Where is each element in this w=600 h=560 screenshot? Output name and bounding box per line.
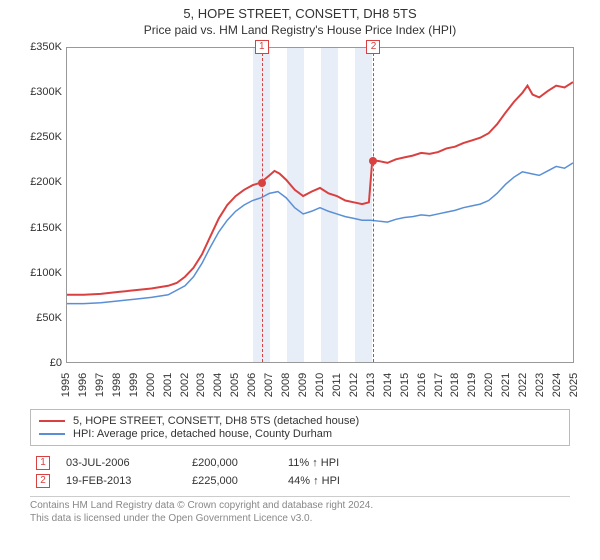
y-axis-label: £200K bbox=[20, 176, 62, 188]
y-axis-label: £250K bbox=[20, 131, 62, 143]
transaction-dot bbox=[369, 157, 377, 165]
y-axis-label: £0 bbox=[20, 357, 62, 369]
x-axis-label: 2017 bbox=[433, 373, 445, 397]
x-axis-label: 2003 bbox=[195, 373, 207, 397]
chart-title: 5, HOPE STREET, CONSETT, DH8 5TS bbox=[10, 6, 590, 21]
tx-row-marker: 1 bbox=[36, 456, 50, 470]
tx-row-hpi: 11% ↑ HPI bbox=[288, 457, 378, 469]
x-axis-label: 2000 bbox=[145, 373, 157, 397]
x-axis-label: 2008 bbox=[280, 373, 292, 397]
transaction-vline bbox=[373, 48, 374, 362]
tx-row-date: 03-JUL-2006 bbox=[66, 457, 176, 469]
x-axis-label: 1997 bbox=[94, 373, 106, 397]
transaction-marker: 1 bbox=[255, 40, 269, 54]
tx-row-price: £200,000 bbox=[192, 457, 272, 469]
series-line bbox=[67, 163, 573, 304]
transaction-table: 1 03-JUL-2006 £200,000 11% ↑ HPI 2 19-FEB-201… bbox=[30, 450, 570, 497]
x-axis-label: 2024 bbox=[551, 373, 563, 397]
x-axis-label: 2014 bbox=[382, 373, 394, 397]
y-axis-label: £100K bbox=[20, 267, 62, 279]
x-axis-label: 2010 bbox=[314, 373, 326, 397]
x-axis-label: 2016 bbox=[416, 373, 428, 397]
y-axis-label: £350K bbox=[20, 41, 62, 53]
x-axis-label: 2009 bbox=[297, 373, 309, 397]
legend-label: 5, HOPE STREET, CONSETT, DH8 5TS (detach… bbox=[73, 415, 359, 427]
x-axis-label: 2004 bbox=[212, 373, 224, 397]
tx-row-marker: 2 bbox=[36, 474, 50, 488]
plot-area: 12 bbox=[66, 47, 574, 363]
y-axis-label: £150K bbox=[20, 222, 62, 234]
tx-row-price: £225,000 bbox=[192, 475, 272, 487]
legend: 5, HOPE STREET, CONSETT, DH8 5TS (detach… bbox=[30, 409, 570, 446]
x-axis-label: 2006 bbox=[246, 373, 258, 397]
x-axis-label: 2011 bbox=[331, 373, 343, 397]
footer: Contains HM Land Registry data © Crown c… bbox=[30, 499, 570, 525]
x-axis-label: 2013 bbox=[365, 373, 377, 397]
transaction-marker: 2 bbox=[366, 40, 380, 54]
x-axis-label: 2012 bbox=[348, 373, 360, 397]
y-axis-label: £300K bbox=[20, 86, 62, 98]
transaction-row: 1 03-JUL-2006 £200,000 11% ↑ HPI bbox=[30, 454, 570, 472]
x-axis-label: 2015 bbox=[399, 373, 411, 397]
y-axis-label: £50K bbox=[20, 312, 62, 324]
x-axis-label: 2020 bbox=[483, 373, 495, 397]
x-axis-label: 1999 bbox=[128, 373, 140, 397]
transaction-dot bbox=[258, 179, 266, 187]
legend-swatch bbox=[39, 433, 65, 435]
legend-swatch bbox=[39, 420, 65, 422]
x-axis-label: 2021 bbox=[500, 373, 512, 397]
tx-row-date: 19-FEB-2013 bbox=[66, 475, 176, 487]
x-axis-label: 1998 bbox=[111, 373, 123, 397]
legend-item: HPI: Average price, detached house, Coun… bbox=[39, 428, 561, 440]
page-root: 5, HOPE STREET, CONSETT, DH8 5TS Price p… bbox=[0, 0, 600, 531]
legend-label: HPI: Average price, detached house, Coun… bbox=[73, 428, 332, 440]
transaction-vline bbox=[262, 48, 263, 362]
x-axis-label: 2019 bbox=[466, 373, 478, 397]
series-line bbox=[67, 82, 573, 295]
x-axis-label: 2005 bbox=[229, 373, 241, 397]
transaction-row: 2 19-FEB-2013 £225,000 44% ↑ HPI bbox=[30, 472, 570, 490]
x-axis-label: 2002 bbox=[179, 373, 191, 397]
x-axis-label: 2007 bbox=[263, 373, 275, 397]
footer-line-2: This data is licensed under the Open Gov… bbox=[30, 512, 570, 525]
x-axis-label: 2025 bbox=[568, 373, 580, 397]
x-axis-label: 2001 bbox=[162, 373, 174, 397]
x-axis-label: 1995 bbox=[60, 373, 72, 397]
chart-subtitle: Price paid vs. HM Land Registry's House … bbox=[10, 23, 590, 37]
x-axis-label: 1996 bbox=[77, 373, 89, 397]
x-axis-label: 2023 bbox=[534, 373, 546, 397]
footer-line-1: Contains HM Land Registry data © Crown c… bbox=[30, 499, 570, 512]
chart-area: 12 £0£50K£100K£150K£200K£250K£300K£350K1… bbox=[20, 43, 580, 403]
x-axis-label: 2018 bbox=[449, 373, 461, 397]
x-axis-label: 2022 bbox=[517, 373, 529, 397]
series-svg bbox=[67, 48, 573, 362]
tx-row-hpi: 44% ↑ HPI bbox=[288, 475, 378, 487]
legend-item: 5, HOPE STREET, CONSETT, DH8 5TS (detach… bbox=[39, 415, 561, 427]
